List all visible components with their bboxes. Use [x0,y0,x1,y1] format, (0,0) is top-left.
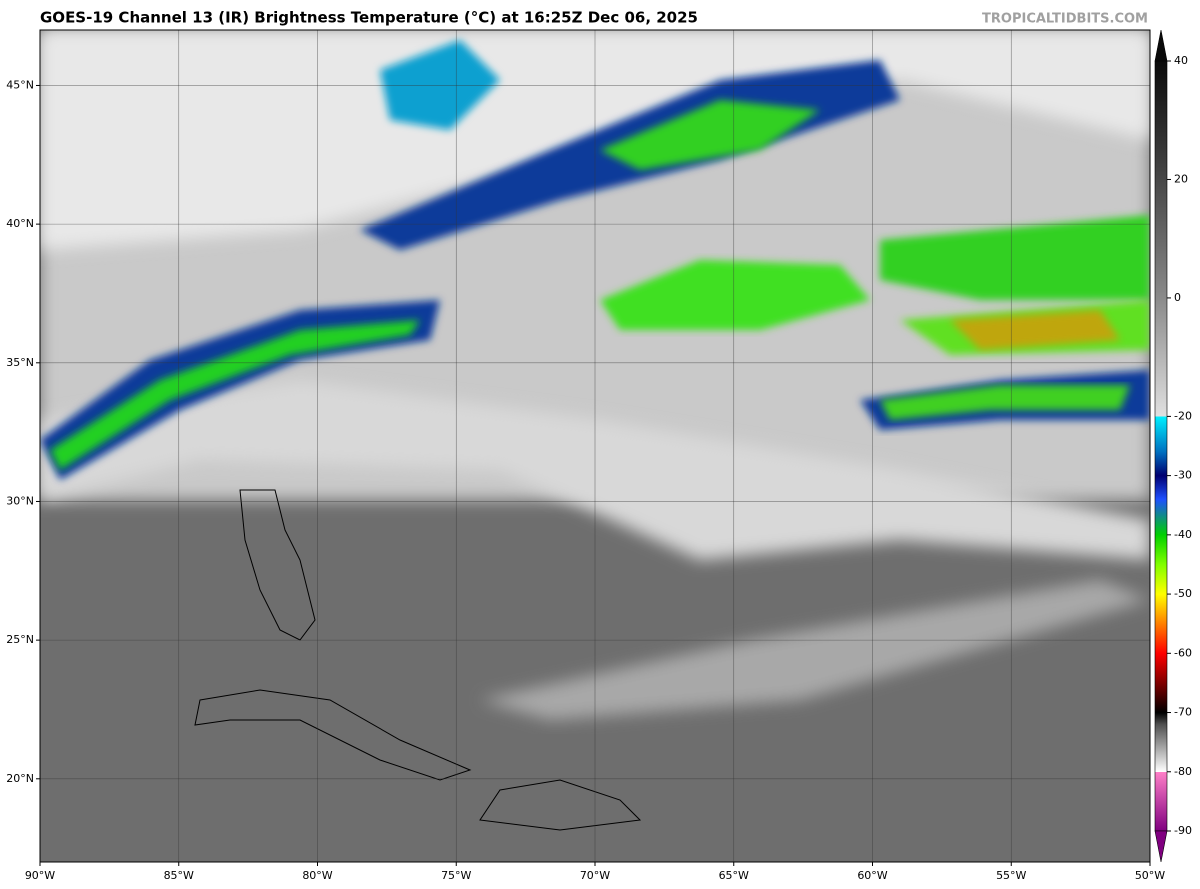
x-tick-label: 90°W [25,869,55,882]
x-tick-label: 80°W [302,869,332,882]
graticule [40,30,1150,862]
colorbar-tick-label: -80 [1174,765,1192,778]
y-tick-label: 35°N [6,356,34,369]
y-tick-label: 30°N [6,494,34,507]
x-tick-label: 60°W [857,869,887,882]
colorbar-tick-label: -50 [1174,587,1192,600]
x-tick-label: 85°W [164,869,194,882]
satellite-image [40,30,1150,862]
colorbar-tick-label: 40 [1174,54,1188,67]
colorbar-tick-label: -30 [1174,469,1192,482]
y-tick-label: 20°N [6,772,34,785]
colorbar-tick-label: 20 [1174,172,1188,185]
y-tick-label: 40°N [6,217,34,230]
colorbar-extend-top [1154,29,1168,62]
axes: 90°W 85°W 80°W 75°W 70°W 65°W 60°W 55°W 50°W 20°N… [6,78,1165,882]
colorbar-tick-label: -60 [1174,646,1192,659]
watermark: TROPICALTIDBITS.COM [982,12,1148,27]
colorbar-extend-bottom [1154,830,1168,863]
colorbar: 40 20 0 -20 -30 -40 -50 -60 -70 -80 -90 [1154,29,1192,863]
colorbar-tick-label: -20 [1174,409,1192,422]
colorbar-tick-label: -90 [1174,824,1192,837]
y-tick-label: 25°N [6,633,34,646]
colorbar-tick-label: -40 [1174,528,1192,541]
x-tick-label: 50°W [1135,869,1165,882]
x-tick-label: 70°W [580,869,610,882]
y-tick-label: 45°N [6,78,34,91]
colorbar-tick-label: 0 [1174,291,1181,304]
title: GOES-19 Channel 13 (IR) Brightness Tempe… [40,9,698,27]
colorbar-body [1154,60,1168,832]
x-tick-label: 75°W [441,869,471,882]
x-tick-label: 55°W [996,869,1026,882]
x-tick-label: 65°W [719,869,749,882]
colorbar-tick-label: -70 [1174,706,1192,719]
